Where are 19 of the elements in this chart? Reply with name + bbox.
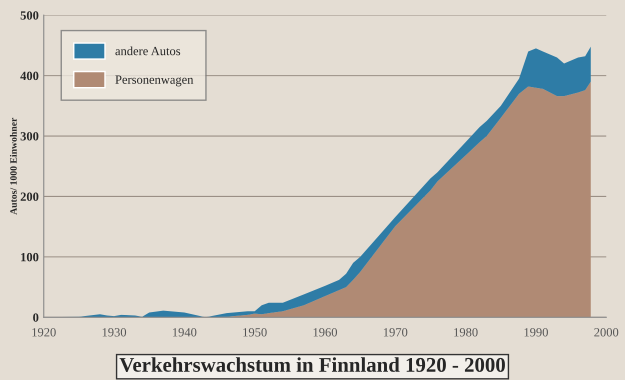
x-tick-label: 1980 [454, 328, 478, 337]
x-tick-label: 1970 [384, 328, 408, 337]
x-tick-label: 2000 [594, 328, 618, 337]
x-tick-label: 1940 [172, 328, 196, 337]
y-axis-title: Autos/ 1000 Einwohner [10, 118, 17, 215]
y-tick-label: 200 [20, 192, 38, 201]
y-tick-label: 300 [20, 132, 38, 140]
y-tick-label: 500 [20, 11, 38, 20]
text: Verkehrswachstum in Finnland 1920 - 2000 [120, 357, 505, 372]
y-tick-label: 100 [21, 252, 38, 262]
y-tick-label: 400 [20, 72, 38, 80]
x-tick-label: 1920 [32, 328, 56, 337]
legend-label: Personenwagen [115, 76, 194, 86]
x-tick-label: 1930 [102, 328, 126, 337]
y-tick-label: 0 [33, 313, 38, 322]
legend-label: andere Autos [115, 46, 180, 56]
x-tick-label: 1950 [243, 328, 267, 337]
x-tick-label: 1990 [524, 328, 548, 337]
x-tick-label: 1960 [314, 328, 338, 337]
